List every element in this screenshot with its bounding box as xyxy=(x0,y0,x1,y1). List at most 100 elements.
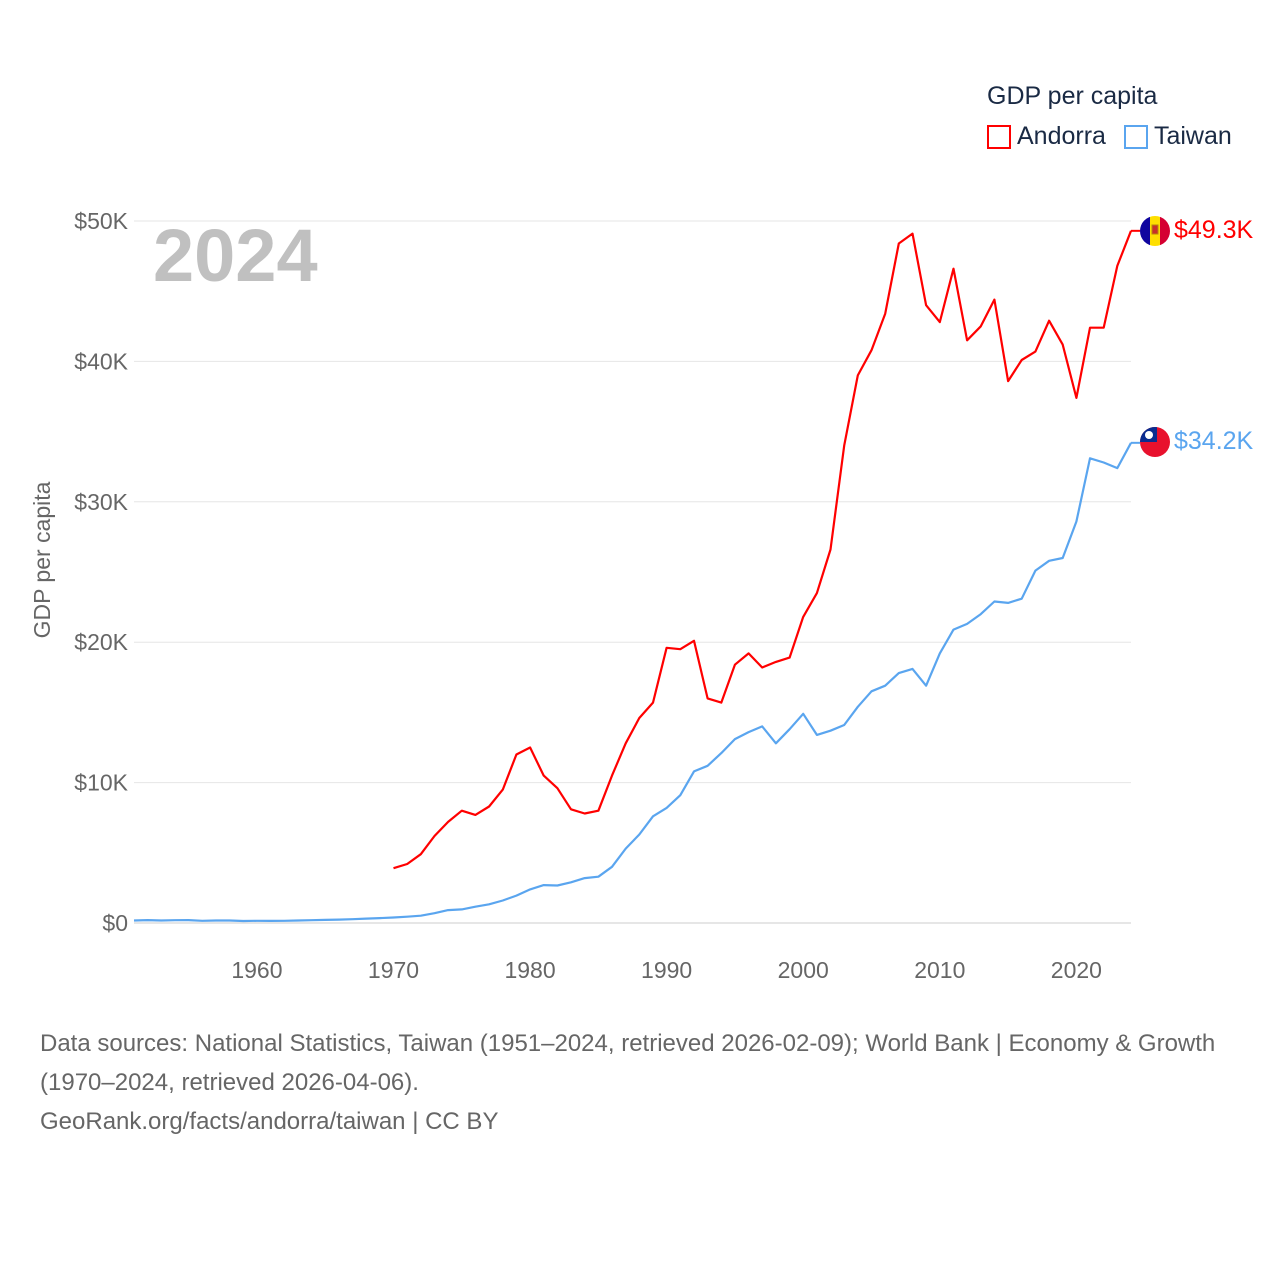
data-point-andorra xyxy=(651,701,655,705)
data-point-taiwan xyxy=(269,919,273,923)
data-point-taiwan xyxy=(842,723,846,727)
data-point-andorra xyxy=(1006,379,1010,383)
x-tick-label: 2020 xyxy=(1051,957,1102,983)
data-point-taiwan xyxy=(501,899,505,903)
data-point-andorra xyxy=(910,232,914,236)
data-point-taiwan xyxy=(610,865,614,869)
data-point-taiwan xyxy=(364,917,368,921)
data-point-taiwan xyxy=(1047,559,1051,563)
data-point-taiwan xyxy=(856,705,860,709)
legend-label: Andorra xyxy=(1017,122,1106,150)
x-tick-label: 1980 xyxy=(504,957,555,983)
legend-title: GDP per capita xyxy=(987,82,1158,110)
legend-item-taiwan[interactable]: Taiwan xyxy=(1123,122,1232,151)
y-tick-label: $50K xyxy=(74,208,128,234)
y-tick-label: $30K xyxy=(74,489,128,515)
data-point-andorra xyxy=(610,774,614,778)
data-point-taiwan xyxy=(1033,569,1037,573)
data-point-taiwan xyxy=(883,684,887,688)
taiwan-end-label: $34.2K xyxy=(1174,427,1254,455)
data-point-taiwan xyxy=(378,916,382,920)
x-tick-label: 1960 xyxy=(231,957,282,983)
footer: Data sources: National Statistics, Taiwa… xyxy=(40,1024,1240,1141)
x-tick-label: 1970 xyxy=(368,957,419,983)
data-point-taiwan xyxy=(569,880,573,884)
data-point-taiwan xyxy=(296,918,300,922)
data-point-taiwan xyxy=(446,908,450,912)
data-point-taiwan xyxy=(241,919,245,923)
data-point-taiwan xyxy=(583,876,587,880)
data-point-andorra xyxy=(487,804,491,808)
data-point-taiwan xyxy=(1020,597,1024,601)
data-point-andorra xyxy=(788,656,792,660)
data-point-andorra xyxy=(883,312,887,316)
data-point-andorra xyxy=(829,548,833,552)
data-point-andorra xyxy=(815,591,819,595)
data-point-taiwan xyxy=(951,628,955,632)
data-point-andorra xyxy=(842,444,846,448)
data-point-andorra xyxy=(856,373,860,377)
data-point-taiwan xyxy=(528,887,532,891)
data-point-taiwan xyxy=(719,751,723,755)
data-point-andorra xyxy=(637,716,641,720)
andorra-end-label: $49.3K xyxy=(1174,216,1254,244)
data-point-andorra xyxy=(1074,396,1078,400)
data-point-taiwan xyxy=(651,814,655,818)
data-point-taiwan xyxy=(255,919,259,923)
data-point-taiwan xyxy=(419,914,423,918)
data-point-andorra xyxy=(391,866,395,870)
data-point-taiwan xyxy=(351,917,355,921)
data-point-andorra xyxy=(678,647,682,651)
taiwan-flag-icon xyxy=(1140,427,1170,457)
data-point-andorra xyxy=(706,696,710,700)
y-tick-label: $20K xyxy=(74,629,128,655)
series-line-andorra xyxy=(393,230,1133,870)
data-point-taiwan xyxy=(514,894,518,898)
data-point-taiwan xyxy=(815,733,819,737)
data-point-taiwan xyxy=(938,651,942,655)
data-point-taiwan xyxy=(1006,601,1010,605)
data-point-taiwan xyxy=(405,915,409,919)
data-point-andorra xyxy=(624,741,628,745)
data-point-taiwan xyxy=(555,884,559,888)
data-point-taiwan xyxy=(924,684,928,688)
y-tick-label: $10K xyxy=(74,770,128,796)
data-point-taiwan xyxy=(665,806,669,810)
data-point-taiwan xyxy=(146,918,150,922)
data-point-taiwan xyxy=(159,918,163,922)
data-point-taiwan xyxy=(965,622,969,626)
data-point-taiwan xyxy=(624,847,628,851)
attribution-link[interactable]: GeoRank.org/facts/andorra/taiwan | CC BY xyxy=(40,1108,499,1135)
andorra-swatch xyxy=(987,124,1011,149)
data-point-andorra xyxy=(1088,326,1092,330)
data-point-taiwan xyxy=(692,769,696,773)
data-point-taiwan xyxy=(432,911,436,915)
data-point-andorra xyxy=(596,809,600,813)
data-point-taiwan xyxy=(460,907,464,911)
data-point-taiwan xyxy=(706,764,710,768)
data-point-taiwan xyxy=(733,737,737,741)
data-point-taiwan xyxy=(187,918,191,922)
series-line-taiwan xyxy=(133,442,1132,923)
data-point-taiwan xyxy=(282,919,286,923)
legend: Andorra Taiwan xyxy=(987,122,1232,151)
data-point-andorra xyxy=(992,298,996,302)
data-point-andorra xyxy=(924,303,928,307)
data-point-taiwan xyxy=(487,902,491,906)
data-point-taiwan xyxy=(214,918,218,922)
data-point-andorra xyxy=(951,267,955,271)
data-point-taiwan xyxy=(1115,466,1119,470)
data-point-taiwan xyxy=(747,730,751,734)
data-point-andorra xyxy=(446,820,450,824)
data-point-taiwan xyxy=(897,671,901,675)
data-point-taiwan xyxy=(979,612,983,616)
data-point-andorra xyxy=(528,746,532,750)
data-point-andorra xyxy=(979,324,983,328)
data-point-andorra xyxy=(501,788,505,792)
y-axis-label: GDP per capita xyxy=(29,481,55,638)
data-point-taiwan xyxy=(228,918,232,922)
legend-item-andorra[interactable]: Andorra xyxy=(987,122,1106,151)
y-tick-label: $40K xyxy=(74,348,128,374)
data-point-taiwan xyxy=(678,793,682,797)
